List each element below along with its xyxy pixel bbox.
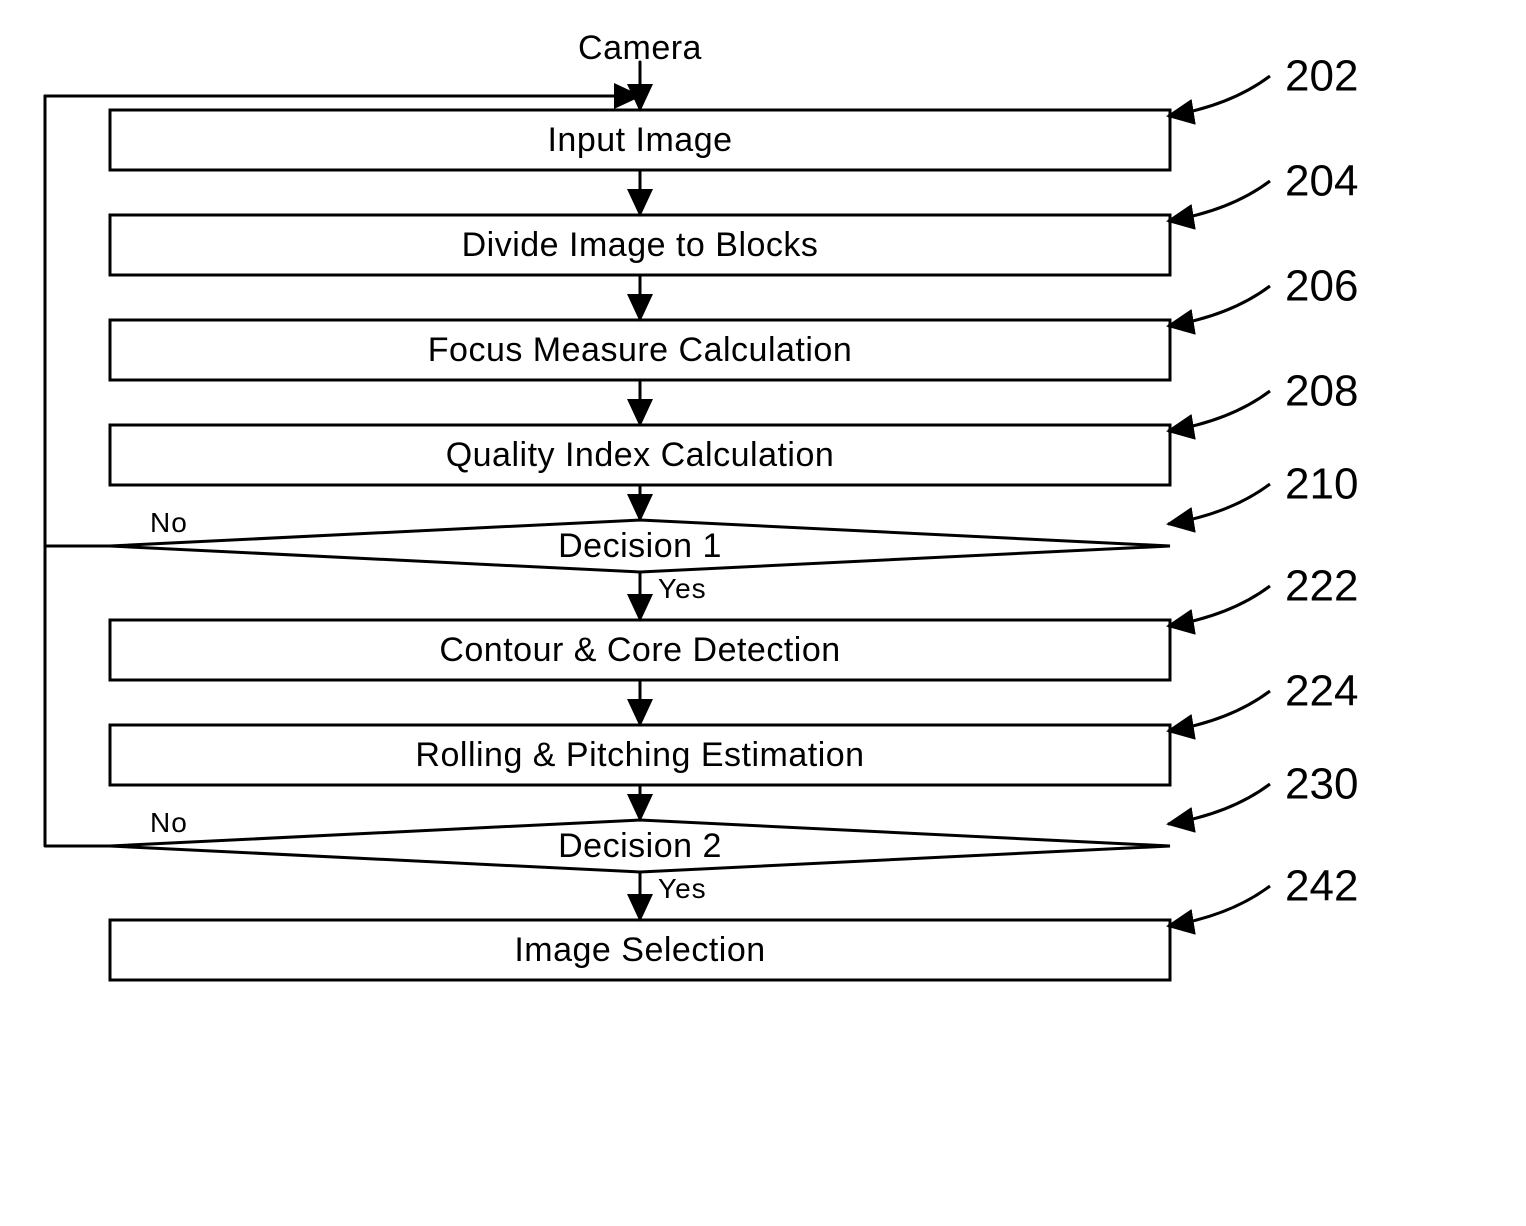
ref-leader-n242: [1168, 886, 1270, 926]
flow-node-n206: Focus Measure Calculation: [110, 320, 1170, 380]
flow-node-n202: Input Image: [110, 110, 1170, 170]
ref-leader-n224: [1168, 691, 1270, 731]
yes-label-n230: Yes: [658, 873, 707, 904]
flow-node-n230: Decision 2: [110, 820, 1170, 872]
no-label-n210: No: [150, 507, 188, 538]
node-label-n222: Contour & Core Detection: [439, 631, 840, 669]
flow-node-n210: Decision 1: [110, 520, 1170, 572]
node-label-n202: Input Image: [547, 121, 732, 159]
node-label-n208: Quality Index Calculation: [446, 436, 835, 474]
ref-leader-n202: [1168, 76, 1270, 116]
ref-number-n208: 208: [1285, 367, 1358, 416]
yes-label-n210: Yes: [658, 573, 707, 604]
node-label-n210: Decision 1: [558, 527, 722, 565]
ref-leader-n206: [1168, 286, 1270, 326]
ref-leader-n222: [1168, 586, 1270, 626]
ref-number-n206: 206: [1285, 262, 1358, 311]
ref-leader-n230: [1168, 784, 1270, 824]
flow-node-n208: Quality Index Calculation: [110, 425, 1170, 485]
flow-node-n242: Image Selection: [110, 920, 1170, 980]
node-label-n242: Image Selection: [514, 931, 765, 969]
ref-number-n222: 222: [1285, 562, 1358, 611]
ref-leader-n210: [1168, 484, 1270, 524]
node-label-n230: Decision 2: [558, 827, 722, 865]
node-label-n206: Focus Measure Calculation: [428, 331, 852, 369]
ref-number-n202: 202: [1285, 52, 1358, 101]
ref-number-n242: 242: [1285, 862, 1358, 911]
ref-leader-n208: [1168, 391, 1270, 431]
node-label-n224: Rolling & Pitching Estimation: [415, 736, 864, 774]
ref-number-n224: 224: [1285, 667, 1358, 716]
flow-node-n204: Divide Image to Blocks: [110, 215, 1170, 275]
node-label-n204: Divide Image to Blocks: [462, 226, 819, 264]
ref-number-n230: 230: [1285, 760, 1358, 809]
ref-leader-n204: [1168, 181, 1270, 221]
no-label-n230: No: [150, 807, 188, 838]
ref-number-n210: 210: [1285, 460, 1358, 509]
flow-node-n224: Rolling & Pitching Estimation: [110, 725, 1170, 785]
ref-number-n204: 204: [1285, 157, 1358, 206]
flow-node-n222: Contour & Core Detection: [110, 620, 1170, 680]
